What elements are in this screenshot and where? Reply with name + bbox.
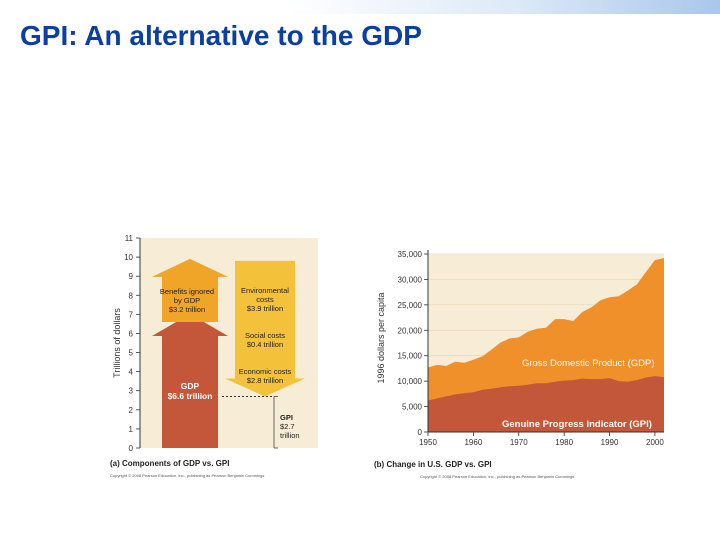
y-tick-label: 20,000 (398, 326, 423, 335)
y-tick-label: 30,000 (398, 275, 423, 284)
y-tick-label: 7 (129, 310, 134, 319)
y-tick-label: 8 (129, 291, 134, 300)
y-tick-label: 5,000 (402, 403, 423, 412)
gpi-series-label: Genuine Progress Indicator (GPI) (502, 419, 652, 430)
axes: 0 5,000 10,000 15,000 20,000 25,000 30,000 35,0… (398, 250, 664, 447)
panel-a-title: (a) Components of GDP vs. GPI (110, 459, 229, 468)
chart-panel-b: 0 5,000 10,000 15,000 20,000 25,000 30,000 35,0… (372, 240, 670, 480)
y-tick-label: 5 (129, 349, 134, 358)
social-label: Social costs (245, 331, 285, 340)
environmental-label-2: costs (256, 295, 274, 304)
y-axis-label: Trillions of dollars (112, 308, 122, 378)
y-tick-label: 0 (129, 444, 134, 453)
y-tick-label: 35,000 (398, 250, 423, 259)
x-tick-label: 2000 (646, 438, 664, 447)
x-tick-label: 1970 (510, 438, 528, 447)
environmental-value: $3.9 trillion (247, 304, 283, 313)
economic-value: $2.8 trillion (247, 376, 283, 385)
y-tick-label: 4 (129, 368, 134, 377)
gdp-series-label: Gross Domestic Product (GDP) (522, 358, 655, 369)
x-tick-label: 1990 (601, 438, 619, 447)
y-tick-label: 10 (124, 253, 133, 262)
panel-b-title: (b) Change in U.S. GDP vs. GPI (374, 460, 492, 469)
x-tick-label: 1950 (419, 438, 437, 447)
gpi-area (428, 376, 664, 432)
slide-title: GPI: An alternative to the GDP (20, 20, 422, 51)
x-tick-label: 1960 (464, 438, 482, 447)
y-tick-label: 11 (125, 234, 134, 243)
y-tick-label: 10,000 (398, 377, 423, 386)
environmental-label: Environmental (241, 286, 289, 295)
header-gradient-bar (0, 0, 720, 14)
y-axis-label: 1996 dollars per capita (376, 292, 386, 383)
benefits-label: Benefits ignored (160, 287, 214, 296)
y-tick-label: 3 (129, 387, 134, 396)
y-tick-label: 0 (418, 428, 423, 437)
social-value: $0.4 trillion (247, 340, 283, 349)
x-tick-label: 1980 (555, 438, 573, 447)
y-tick-label: 25,000 (398, 301, 423, 310)
chart-panel-a: 0 1 2 3 4 5 6 7 8 9 10 11 Trillions of dollars GDP … (110, 232, 330, 480)
y-tick-label: 1 (129, 425, 134, 434)
gpi-value: $2.7 (280, 422, 295, 431)
benefits-label-2: by GDP (174, 296, 200, 305)
y-tick-label: 2 (129, 406, 134, 415)
benefits-arrow (152, 258, 228, 322)
gdp-value: $6.6 trillion (168, 391, 213, 401)
panel-b-credit: Copyright © 2008 Pearson Education, Inc.… (420, 474, 574, 479)
y-tick-label: 15,000 (398, 352, 423, 361)
y-tick-label: 6 (129, 329, 134, 338)
gdp-arrow (152, 314, 228, 448)
area-chart: 0 5,000 10,000 15,000 20,000 25,000 30,000 35,0… (374, 250, 664, 479)
panel-a-credit: Copyright © 2008 Pearson Education, Inc.… (110, 473, 264, 478)
y-axis: 0 1 2 3 4 5 6 7 8 9 10 11 (124, 234, 141, 453)
benefits-value: $3.2 trillion (169, 305, 205, 314)
y-tick-label: 9 (129, 272, 134, 281)
costs-arrow (225, 260, 305, 397)
gpi-value-unit: trillion (280, 431, 300, 440)
gdp-label: GDP (181, 381, 200, 391)
gpi-label: GPI (280, 413, 293, 422)
economic-label: Economic costs (239, 367, 292, 376)
